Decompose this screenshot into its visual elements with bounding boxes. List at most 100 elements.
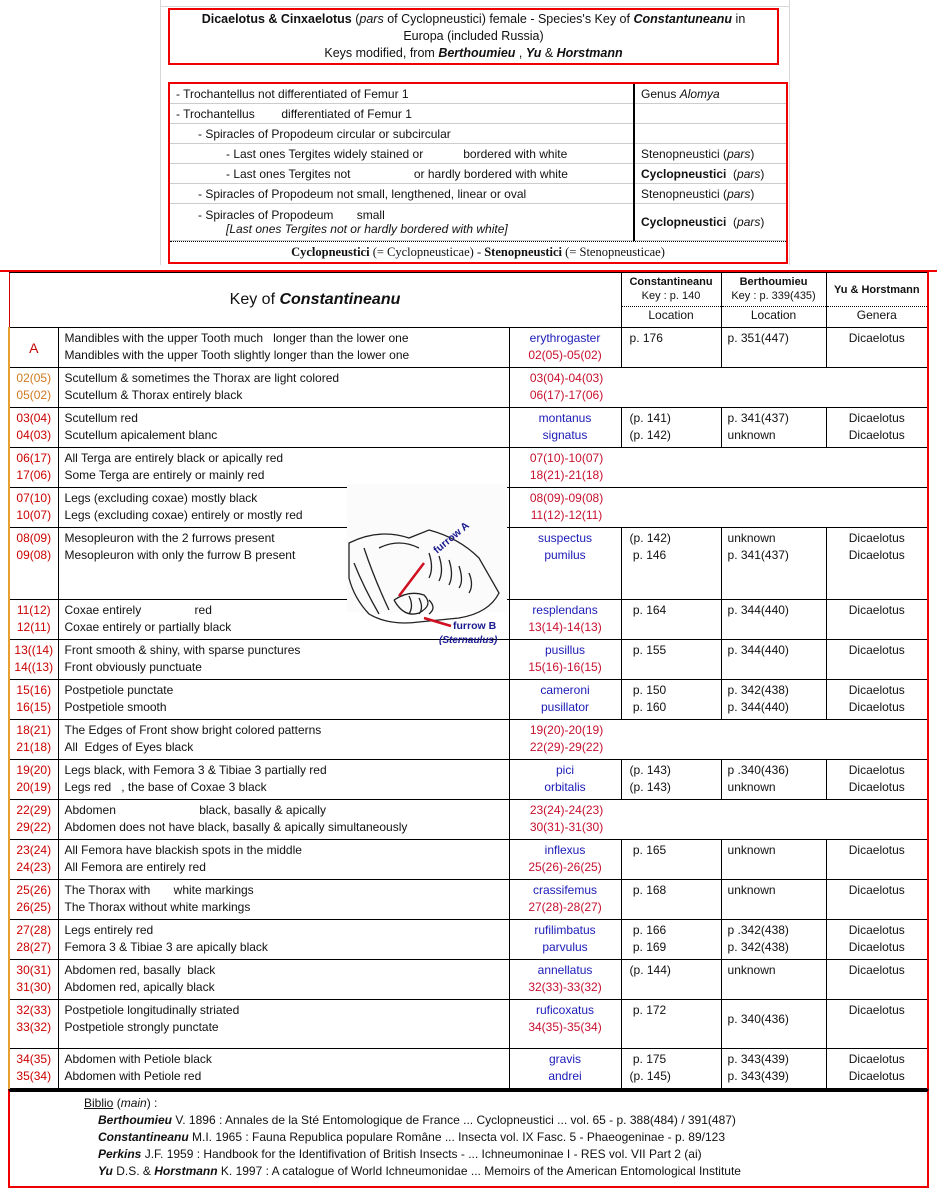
cell-line: p. 160 [629,700,667,714]
grid-line [160,6,790,7]
couplet-link[interactable]: 03(04)-04(03) [529,371,604,385]
key-row: 23(24) 24(23) All Femora have blackish spo… [8,839,930,880]
key-row: 32(33) 33(32) Postpetiole longitudinally s… [8,999,930,1049]
cell-line: 17(06) [16,468,52,482]
t: Key : p. 140 [641,290,701,302]
cell-line: (p. 145) [629,1069,671,1083]
cell-line: Dicaelotus [848,603,905,617]
cell-line: unknown [727,780,776,794]
t: & [541,46,557,60]
cell-line: Postpetiole smooth [64,700,167,714]
key-row: 02(05) 05(02) Scutellum & sometimes the Th… [8,367,930,408]
cell-line: (p. 142) [629,531,671,545]
cell-line: 27(28) [16,923,52,937]
cell-line: Dicaelotus [848,1052,905,1066]
couplet-link[interactable]: 11(12)-12(11) [530,508,603,522]
pre-key-result: Genus Alomya [633,84,786,104]
couplet-link[interactable]: 25(26)-26(25) [528,860,602,874]
couplet-result: erythrogaster 02(05)-05(02) [509,327,622,368]
cell-line: (p. 141) [629,411,671,425]
t: Constantineanu [279,291,401,308]
genus: Dicaelotus [826,959,930,1000]
cell-line: Dicaelotus [848,643,905,657]
cell-line: 31(30) [16,980,52,994]
couplet-link[interactable]: 07(10)-10(07) [529,451,604,465]
couplet-code: 03(04) 04(03) [8,407,59,448]
couplet-code: 08(09) 09(08) [8,527,59,600]
cell-line: p. 164 [629,603,667,617]
cell-line: Mesopleuron with the 2 furrows present [64,531,275,545]
header-constantineanu: Constantineanu Key : p. 140 [620,272,722,307]
constantineanu-location: p. 165 [621,839,722,880]
cell-line: Scutellum & Thorax entirely black [64,388,243,402]
cell-line: Dicaelotus [848,940,905,954]
t: K. 1997 : A catalogue of World Ichneumon… [217,1164,741,1178]
berthoumieu-location: p. 344(440) [721,639,827,680]
cell-line: Front smooth & shiny, with sparse punctu… [64,643,301,657]
t: , [515,46,526,60]
key-row: 19(20) 20(19) Legs black, with Femora 3 & … [8,759,930,800]
cell-line: Legs (excluding coxae) mostly black [64,491,258,505]
t: Key : p. 339(435) [731,290,816,302]
cell-line: Abdomen does not have black, basally & a… [64,820,408,834]
couplet-code: 32(33) 33(32) [8,999,59,1049]
cell-line: Postpetiole strongly punctate [64,1020,219,1034]
couplet-link[interactable]: 32(33)-33(32) [528,980,602,994]
cell-line: p. 341(437) [727,411,789,425]
couplet-link[interactable]: 30(31)-31(30) [529,820,604,834]
cell-line: Mandibles with the upper Tooth slightly … [64,348,410,362]
cell-line: 06(17) [16,451,52,465]
t: Berthoumieu [438,46,516,60]
t: D.S. & [112,1164,155,1178]
couplet-result: pusillus 15(16)-16(15) [509,639,622,680]
couplet-link[interactable]: 02(05)-05(02) [528,348,602,362]
cell-line: All Terga are entirely black or apically… [64,451,284,465]
cell-line: p. 344(440) [727,643,789,657]
genus: Dicaelotus Dicaelotus [826,759,930,800]
cell-line: p. 340(436) [727,1012,789,1026]
cell-line: A [29,339,39,356]
t: J.F. 1959 : Handbook for the Identifivat… [141,1147,702,1161]
key-row: 13((14) 14((13) Front smooth & shiny, with… [8,639,930,680]
header-berthoumieu: Berthoumieu Key : p. 339(435) [720,272,827,307]
cell-line: 03(04) [16,411,52,425]
couplet-description: Abdomen black, basally & apically Abdomen… [58,799,510,840]
t: ) [760,215,765,229]
couplet-link[interactable]: 22(29)-29(22) [529,740,604,754]
t: V. 1896 : Annales de la Sté Entomologiqu… [172,1113,736,1127]
couplet-link[interactable]: 13(14)-14(13) [528,620,602,634]
pre-key-result: Stenopneustici (pars) [633,143,786,164]
couplet-link[interactable]: 23(24)-24(23) [529,803,604,817]
cell-line: Dicaelotus [848,331,905,345]
t: Yu [525,46,542,60]
pre-key-text: - Last ones Tergites widely stained or b… [170,143,634,164]
constantineanu-location: (p. 144) [621,959,722,1000]
cell-line: p. 176 [629,331,663,345]
genus: Dicaelotus Dicaelotus [826,679,930,720]
couplet-link[interactable]: 08(09)-09(08) [529,491,604,505]
pre-key-footer: Cyclopneustici (= Cyclopneusticae) - Ste… [170,241,786,262]
t: - Last ones Tergites widely stained or b… [226,146,568,161]
couplet-link[interactable]: 15(16)-16(15) [528,660,602,674]
grid-line [160,0,161,265]
genus: Dicaelotus Dicaelotus [826,1048,930,1089]
berthoumieu-location: unknown [721,839,827,880]
couplet-link[interactable]: 18(21)-21(18) [529,468,604,482]
couplet-link[interactable]: 19(20)-20(19) [529,723,604,737]
t: - Spiracles of Propodeum small [198,208,385,222]
couplet-description: Front smooth & shiny, with sparse punctu… [58,639,510,680]
title-line-3: Keys modified, from Berthoumieu , Yu & H… [170,45,777,62]
couplet-link[interactable]: 06(17)-17(06) [529,388,604,402]
couplet-link[interactable]: 34(35)-35(34) [528,1020,602,1034]
cell-line: Dicaelotus [848,428,905,442]
couplet-result: pici orbitalis [509,759,622,800]
genus: Dicaelotus Dicaelotus [826,919,930,960]
cell-line: Coxae entirely or partially black [64,620,232,634]
species-name: annellatus [537,963,593,977]
author: Berthoumieu [98,1113,173,1127]
cell-line: unknown [727,428,776,442]
t: Cyclopneustici [291,245,370,259]
cell-line: (p. 144) [629,963,671,977]
cell-line: 12(11) [16,620,51,634]
couplet-link[interactable]: 27(28)-28(27) [528,900,602,914]
